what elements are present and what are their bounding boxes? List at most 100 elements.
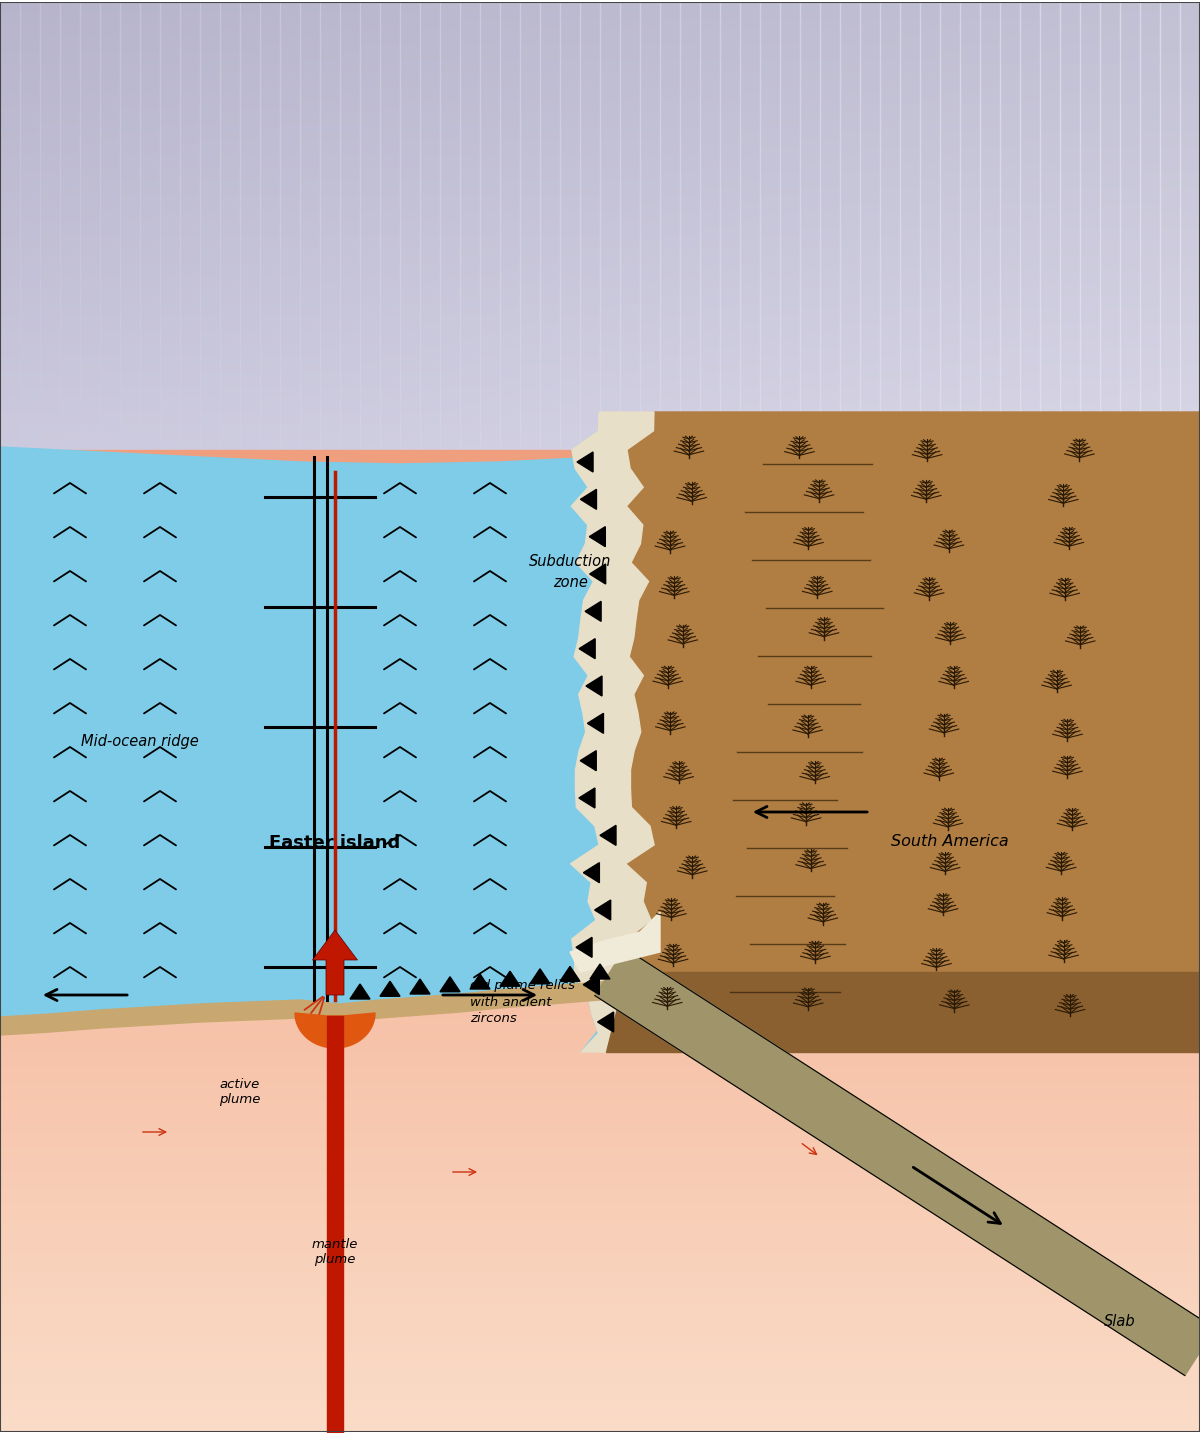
Bar [560, 1, 580, 452]
Bar [0, 72, 1200, 77]
Bar [340, 1, 360, 452]
Bar [300, 1, 320, 452]
Bar [980, 1, 1000, 452]
Bar [200, 1, 220, 452]
Bar [0, 833, 1200, 845]
Polygon shape [606, 972, 1200, 1053]
Bar [0, 446, 1200, 452]
Bar [860, 1, 880, 452]
Bar [0, 300, 1200, 305]
Bar [700, 1, 720, 452]
Bar [0, 151, 1200, 156]
Bar [0, 413, 1200, 419]
Bar [480, 1, 500, 452]
Bar [0, 614, 1200, 624]
Bar [0, 371, 1200, 377]
Bar [0, 645, 1200, 657]
Bar [240, 1, 260, 452]
Bar [0, 1390, 1200, 1400]
Polygon shape [350, 984, 370, 999]
Bar [0, 199, 1200, 205]
Bar [0, 1348, 1200, 1358]
Bar [0, 908, 1200, 918]
Bar [0, 26, 1200, 32]
Bar [0, 1136, 1200, 1146]
Bar [0, 315, 1200, 321]
Bar [0, 1405, 1200, 1415]
Bar [0, 79, 1200, 85]
Bar [0, 34, 1200, 40]
Bar [220, 1, 240, 452]
Bar [0, 1153, 1200, 1163]
Text: mantle
plume: mantle plume [312, 1238, 358, 1266]
Bar [100, 1, 120, 452]
Bar [0, 402, 1200, 407]
Bar [0, 556, 1200, 566]
Polygon shape [0, 977, 640, 1035]
Bar [320, 1, 340, 452]
Bar [500, 1, 520, 452]
Bar [140, 1, 160, 452]
Text: Mid-ocean ridge: Mid-ocean ridge [82, 734, 199, 750]
Bar [0, 1283, 1200, 1293]
Bar [0, 753, 1200, 763]
Bar [0, 720, 1200, 730]
Bar [0, 161, 1200, 166]
Bar [0, 353, 1200, 358]
Bar [0, 989, 1200, 999]
Bar [1080, 1, 1100, 452]
Bar [0, 1193, 1200, 1203]
Bar [0, 348, 1200, 354]
Polygon shape [581, 489, 596, 509]
Bar [0, 4, 1200, 10]
Bar [1000, 1, 1020, 452]
Bar [0, 394, 1200, 400]
Bar [0, 49, 1200, 54]
Bar [0, 323, 1200, 328]
Bar [0, 206, 1200, 212]
Bar [0, 972, 1200, 982]
Bar [1060, 1, 1080, 452]
Bar [0, 932, 1200, 942]
Bar [800, 1, 820, 452]
Bar [0, 356, 1200, 361]
Text: active
plume: active plume [220, 1077, 260, 1107]
Bar [0, 327, 1200, 333]
Bar [0, 262, 1200, 268]
Bar [0, 638, 1200, 648]
Bar [0, 251, 1200, 257]
Bar [0, 1120, 1200, 1130]
Polygon shape [410, 979, 430, 994]
Text: Easter island: Easter island [269, 835, 401, 852]
Bar [0, 809, 1200, 819]
Bar [0, 678, 1200, 688]
Bar [0, 1315, 1200, 1326]
Bar [460, 1, 480, 452]
Bar [0, 1184, 1200, 1195]
Bar [0, 318, 1200, 324]
Bar [0, 589, 1200, 599]
Polygon shape [295, 1012, 374, 1048]
Bar [0, 184, 1200, 189]
Bar [0, 1381, 1200, 1391]
Bar [1180, 1, 1200, 452]
Text: Subduction
zone: Subduction zone [529, 554, 611, 589]
Bar [0, 703, 1200, 713]
Bar [0, 244, 1200, 250]
Bar [0, 565, 1200, 575]
Bar [0, 93, 1200, 99]
Bar [0, 1, 20, 452]
Bar [0, 334, 1200, 340]
Bar [0, 172, 1200, 178]
Bar [0, 390, 1200, 396]
Bar [0, 120, 1200, 126]
Bar [80, 1, 100, 452]
Bar [0, 499, 1200, 509]
Bar [0, 687, 1200, 697]
Bar [0, 875, 1200, 885]
Bar [0, 132, 1200, 138]
Bar [0, 75, 1200, 80]
Polygon shape [578, 789, 595, 807]
Bar [0, 1087, 1200, 1097]
Bar [640, 1, 660, 452]
